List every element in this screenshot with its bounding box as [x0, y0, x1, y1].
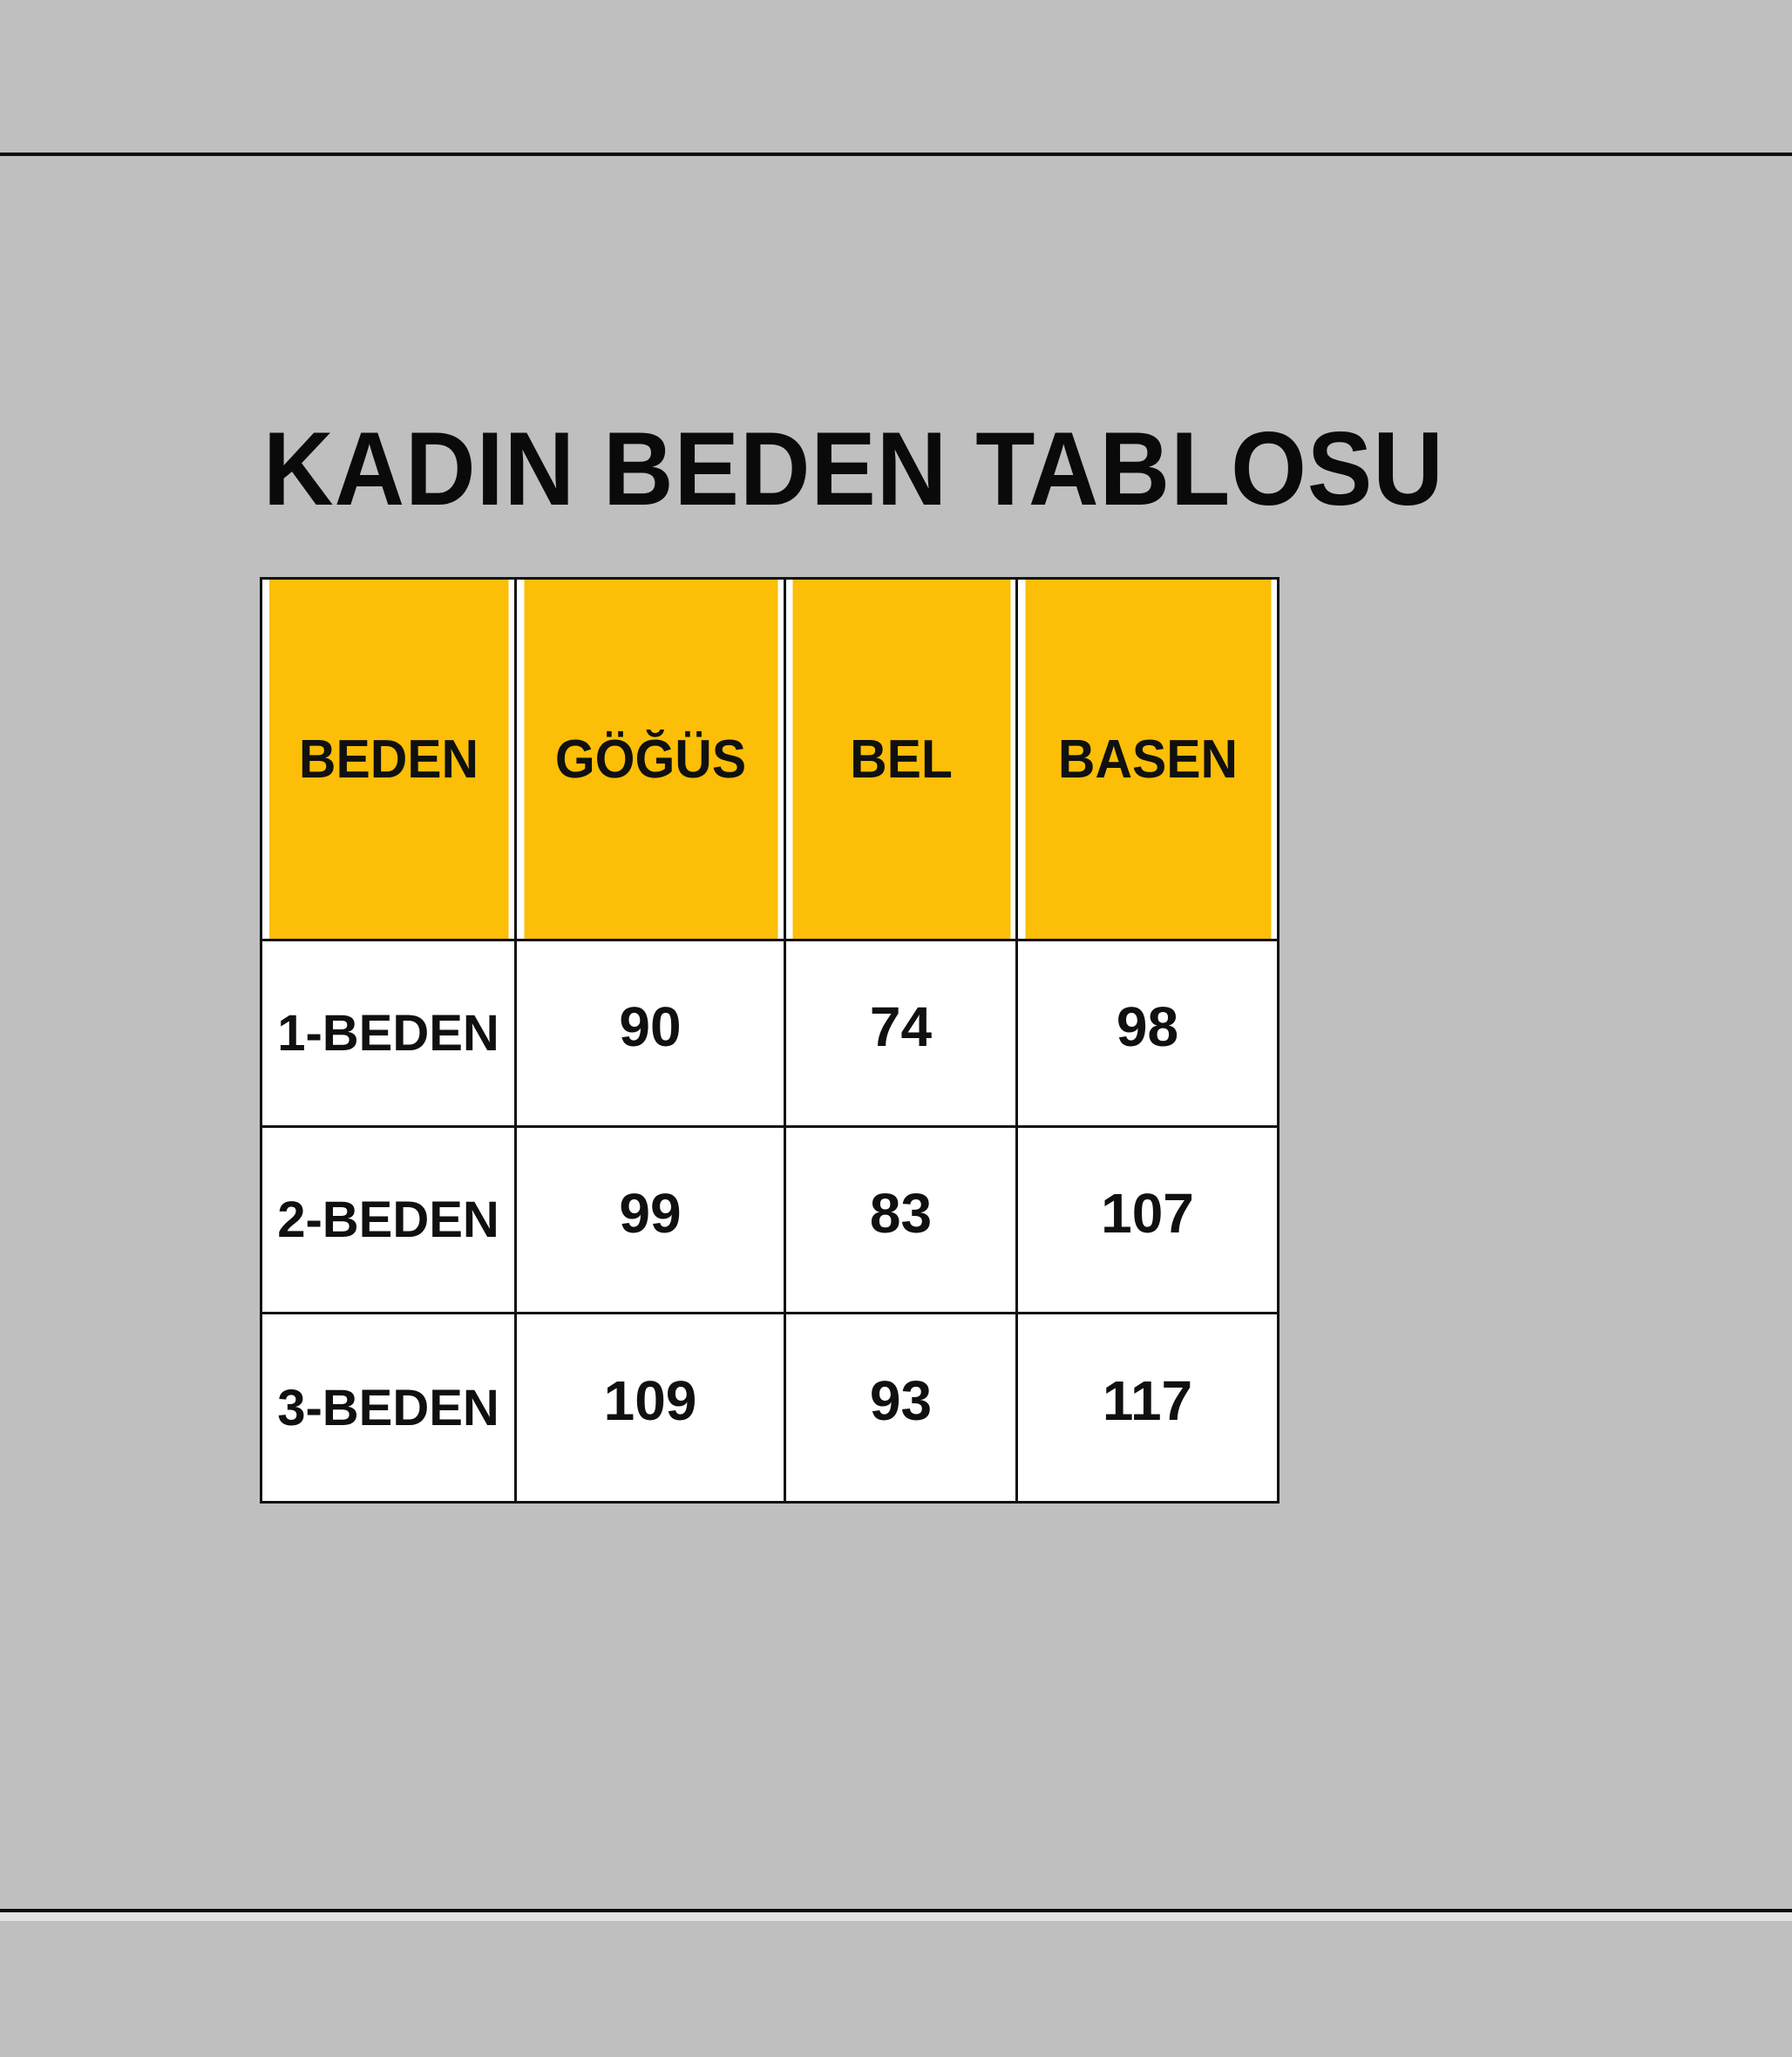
cell-size-name: 2-BEDEN: [260, 1125, 517, 1314]
top-divider-rule: [0, 153, 1792, 156]
column-header-gogus-label: GÖĞÜS: [554, 729, 746, 790]
cell-hip-value: 117: [1102, 1369, 1193, 1432]
cell-waist: 93: [784, 1312, 1018, 1504]
bottom-light-band: [0, 1912, 1792, 1921]
cell-hip-value: 98: [1116, 995, 1179, 1058]
column-header-bel-label: BEL: [849, 729, 953, 790]
table-row: 3-BEDEN 109 93 117: [260, 1312, 1280, 1504]
page-title: KADIN BEDEN TABLOSU: [263, 411, 1444, 527]
cell-size-name-value: 3-BEDEN: [277, 1379, 499, 1436]
table-header: BEDEN GÖĞÜS BEL BASEN: [261, 577, 1279, 941]
cell-size-name-value: 2-BEDEN: [277, 1191, 499, 1248]
cell-chest-value: 90: [619, 995, 682, 1058]
cell-waist-value: 74: [869, 995, 933, 1058]
column-header-basen: BASEN: [1022, 577, 1273, 941]
cell-size-name: 3-BEDEN: [260, 1312, 517, 1504]
table-body: 1-BEDEN 90 74 98 2-BEDEN 99: [260, 939, 1280, 1504]
table-row: 1-BEDEN 90 74 98: [260, 939, 1280, 1128]
cell-hip: 107: [1015, 1125, 1280, 1314]
cell-hip: 98: [1015, 939, 1280, 1128]
women-size-table: BEDEN GÖĞÜS BEL BASEN 1-BEDEN 90: [260, 577, 1280, 1504]
bottom-divider-rule: [0, 1909, 1792, 1912]
cell-waist: 83: [784, 1125, 1018, 1314]
cell-chest-value: 99: [619, 1181, 682, 1245]
cell-size-name: 1-BEDEN: [260, 939, 517, 1128]
cell-chest: 99: [514, 1125, 786, 1314]
cell-waist: 74: [784, 939, 1018, 1128]
cell-chest: 90: [514, 939, 786, 1128]
cell-hip-value: 107: [1101, 1181, 1194, 1245]
column-header-gogus: GÖĞÜS: [520, 577, 780, 941]
column-header-beden-label: BEDEN: [298, 729, 479, 790]
cell-hip: 117: [1015, 1312, 1280, 1504]
cell-size-name-value: 1-BEDEN: [277, 1005, 499, 1062]
cell-chest-value: 109: [603, 1369, 697, 1432]
column-header-beden: BEDEN: [266, 577, 511, 941]
column-header-bel: BEL: [789, 577, 1013, 941]
table-row: 2-BEDEN 99 83 107: [260, 1125, 1280, 1314]
cell-waist-value: 83: [869, 1181, 933, 1245]
cell-waist-value: 93: [869, 1369, 933, 1432]
column-header-basen-label: BASEN: [1057, 729, 1238, 790]
cell-chest: 109: [514, 1312, 786, 1504]
table-header-row: BEDEN GÖĞÜS BEL BASEN: [261, 577, 1279, 941]
